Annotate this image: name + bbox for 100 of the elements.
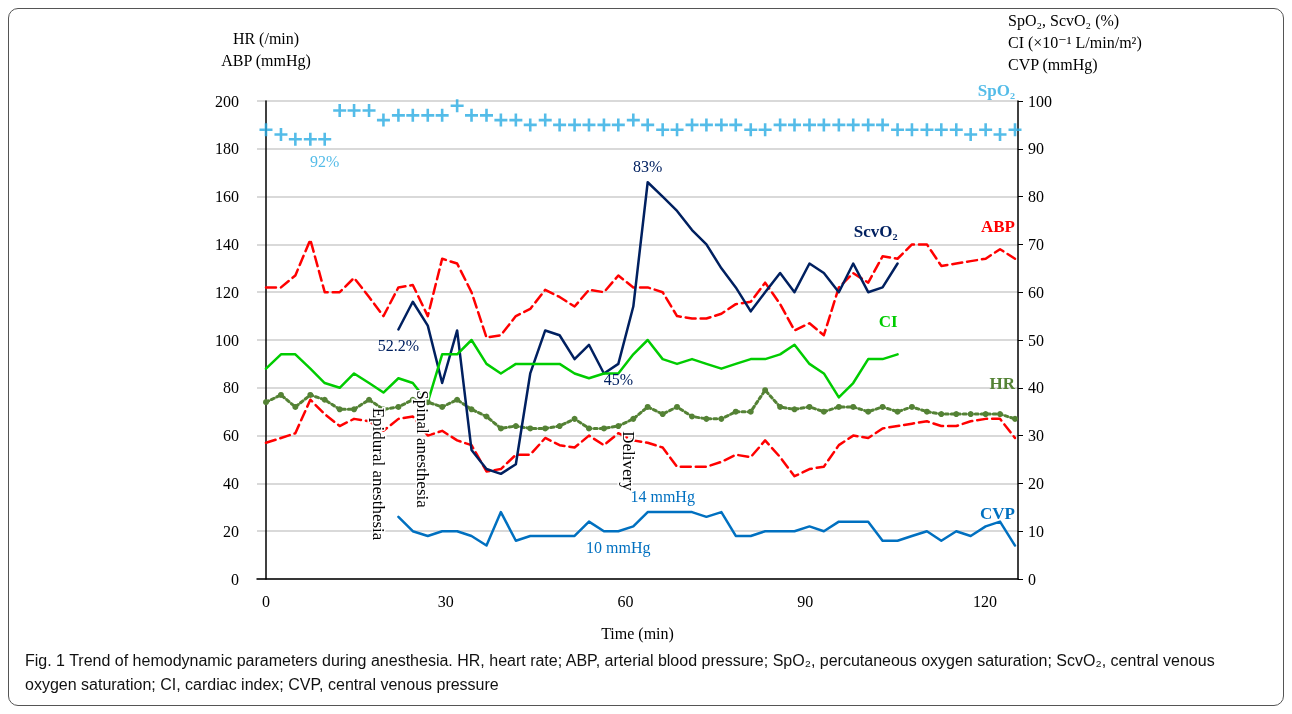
point	[718, 415, 725, 422]
y-tick-label: 40	[223, 474, 239, 492]
point	[292, 403, 299, 410]
point	[820, 408, 827, 415]
y2-tick-label: 0	[1028, 570, 1036, 588]
x-tick-label: 60	[617, 592, 634, 610]
point	[571, 415, 578, 422]
point	[659, 411, 666, 418]
point	[454, 396, 461, 403]
x-tick-label: 30	[437, 592, 454, 610]
y-tick-label: 100	[215, 331, 239, 349]
point	[523, 118, 537, 132]
point	[891, 123, 905, 137]
point	[865, 408, 872, 415]
point	[303, 132, 317, 146]
point	[439, 403, 446, 410]
point	[1012, 415, 1018, 422]
point	[1008, 123, 1022, 137]
point	[333, 104, 347, 118]
series-label: SpO₂	[977, 81, 1015, 101]
point	[600, 425, 607, 432]
line-series	[264, 238, 1017, 339]
y2-tick-label: 70	[1028, 235, 1044, 253]
point	[512, 423, 519, 430]
point	[465, 108, 479, 122]
point	[953, 411, 960, 418]
point	[806, 403, 813, 410]
point	[321, 396, 328, 403]
point	[527, 425, 534, 432]
point	[923, 408, 930, 415]
point	[336, 406, 343, 413]
point	[307, 391, 314, 398]
y2-tick-label: 50	[1028, 331, 1044, 349]
y2-tick-label: 100	[1028, 92, 1052, 110]
point	[846, 118, 860, 132]
point	[908, 403, 915, 410]
y2-tick-label: 30	[1028, 427, 1044, 445]
point	[879, 403, 886, 410]
point	[670, 123, 684, 137]
point	[538, 113, 552, 127]
point	[641, 118, 655, 132]
point	[967, 411, 974, 418]
point	[997, 411, 1004, 418]
point	[497, 425, 504, 432]
point	[791, 406, 798, 413]
point	[318, 132, 332, 146]
point	[949, 123, 963, 137]
point	[395, 403, 402, 410]
point	[729, 118, 743, 132]
y2-tick-label: 10	[1028, 522, 1044, 540]
point	[347, 104, 361, 118]
point	[615, 423, 622, 430]
point	[744, 123, 758, 137]
y2-axis-title: SpO₂, ScvO₂ (%) CI (×10⁻¹ L/min/m²) CVP (mmHg)	[1008, 11, 1142, 74]
point	[758, 123, 772, 137]
point	[747, 408, 754, 415]
point	[553, 118, 567, 132]
y-tick-label: 180	[215, 140, 239, 158]
point	[568, 118, 582, 132]
y-tick-label: 20	[223, 522, 239, 540]
y-tick-label: 60	[223, 427, 239, 445]
y2-tick-label: 20	[1028, 474, 1044, 492]
caption: Fig. 1 Trend of hemodynamic parameters during anesthesia. HR, heart rate; ABP, arterial blood pressure; SpO₂, percutaneous oxygen saturation; ScvO₂, central venous oxygen saturation; CI, cardiac index; CVP, central venous pressure	[24, 651, 1216, 695]
point	[421, 108, 435, 122]
data-label: 83%	[633, 157, 663, 175]
data-label: 52.2%	[377, 336, 420, 354]
point	[850, 403, 857, 410]
point	[435, 108, 449, 122]
y-tick-label: 80	[223, 379, 239, 397]
point	[585, 425, 592, 432]
y-tick-label: 0	[231, 570, 239, 588]
point	[556, 423, 563, 430]
point	[979, 123, 993, 137]
point	[611, 118, 625, 132]
point	[835, 403, 842, 410]
point	[480, 108, 493, 122]
series-label: HR	[989, 373, 1016, 393]
series-label: CVP	[980, 503, 1015, 523]
point	[376, 113, 390, 127]
data-label: 10 mmHg	[586, 538, 651, 557]
annotation: Epidural anesthesia	[368, 407, 388, 541]
point	[876, 118, 890, 132]
point	[542, 425, 549, 432]
point	[366, 396, 373, 403]
point	[905, 123, 919, 137]
point	[362, 104, 376, 118]
point	[656, 123, 670, 137]
point	[288, 132, 302, 146]
point	[993, 127, 1007, 141]
point	[450, 99, 464, 113]
point	[920, 123, 934, 137]
y2-tick-label: 60	[1028, 283, 1044, 301]
y-axis-title: HR (/min) ABP (mmHg)	[221, 29, 311, 70]
point	[391, 108, 405, 122]
point	[934, 123, 948, 137]
point	[644, 403, 651, 410]
x-axis-title: Time (min)	[601, 624, 674, 643]
point	[732, 408, 739, 415]
point	[277, 391, 284, 398]
data-label: 45%	[603, 371, 633, 389]
